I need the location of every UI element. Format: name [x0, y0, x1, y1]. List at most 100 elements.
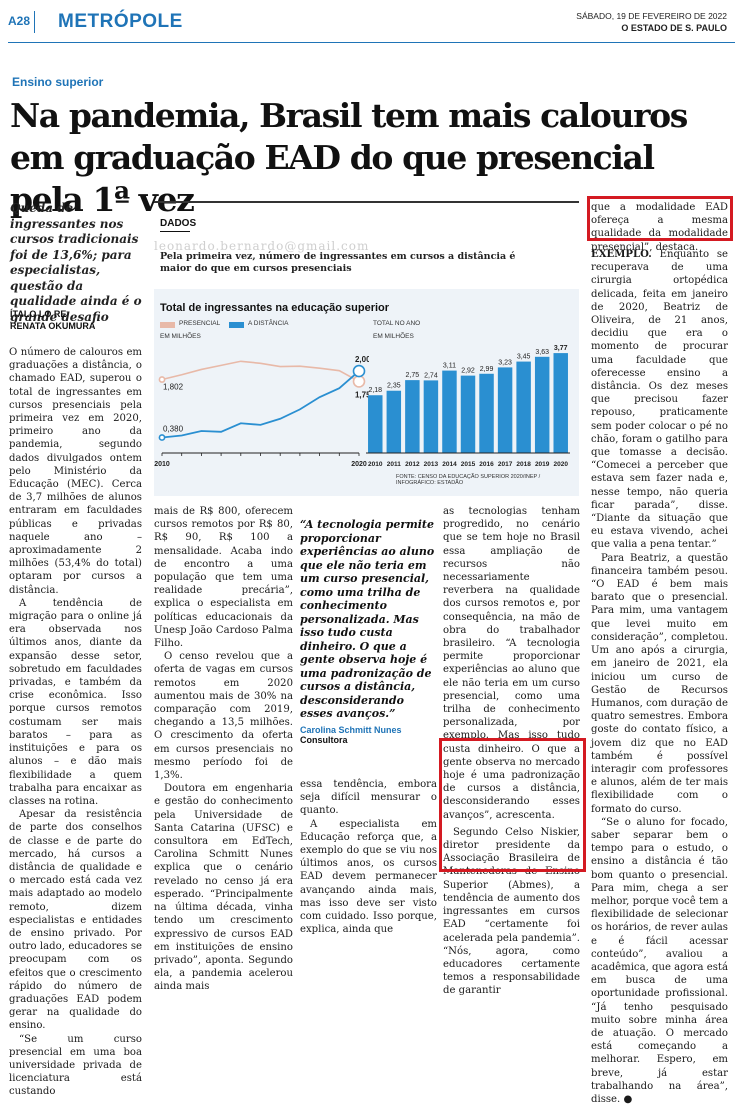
data-label: 1,802	[163, 383, 184, 392]
line-chart: 1,802 0,380 2,009 1,756 2010 2020	[154, 355, 369, 468]
paragraph: O número de calouros em graduações a dis…	[9, 347, 142, 596]
series-line	[161, 370, 360, 439]
highlight-box-niskier	[439, 738, 586, 872]
bar-value-label: 3,77	[554, 345, 568, 352]
paragraph: “Se um curso presencial em uma boa unive…	[9, 1033, 142, 1098]
paragraph: A tendência de migração para o online já…	[9, 597, 142, 807]
watermark: leonardo.bernardo@gmail.com	[154, 239, 370, 253]
x-tick-label: 2015	[461, 461, 476, 468]
bar	[442, 370, 457, 453]
subhead-exemplo: EXEMPLO.	[591, 249, 652, 260]
x-tick-label: 2016	[479, 461, 494, 468]
bar-value-label: 3,45	[517, 354, 531, 361]
x-tick-label: 2020	[351, 461, 367, 468]
bar	[386, 390, 402, 453]
data-point	[352, 364, 366, 378]
bar	[368, 395, 383, 453]
total-label: TOTAL NO ANO	[373, 320, 421, 327]
bar-value-label: 3,63	[535, 349, 549, 356]
legend-presencial-label: PRESENCIAL	[179, 320, 221, 327]
header-paper: O ESTADO DE S. PAULO	[621, 23, 727, 33]
bar-value-label: 2,18	[368, 387, 382, 394]
x-tick-label: 2019	[535, 461, 550, 468]
series-line	[161, 360, 360, 383]
page-header: A28 METRÓPOLE SÁBADO, 19 DE FEVEREIRO DE…	[8, 8, 735, 42]
paragraph: Doutora em engenharia e gestão do conhec…	[154, 783, 293, 993]
header-date: SÁBADO, 19 DE FEVEREIRO DE 2022	[576, 11, 727, 21]
article-column-2: mais de R$ 800, oferecem cursos remotos …	[154, 505, 293, 994]
infographic-source: FONTE: CENSO DA EDUCAÇÃO SUPERIOR 2020/I…	[396, 474, 541, 486]
section-name: METRÓPOLE	[58, 11, 183, 32]
x-tick-label: 2018	[516, 461, 531, 468]
x-tick-label: 2010	[154, 461, 170, 468]
paragraph: que a modalidade EAD ofereça a mesma qua…	[591, 202, 728, 253]
data-label: 1,756	[355, 390, 369, 399]
infographic: DADOS leonardo.bernardo@gmail.com Pela p…	[154, 201, 579, 496]
page-number: A28	[8, 14, 31, 28]
data-label: 0,380	[163, 425, 184, 434]
quote-text: “A tecnologia permite proporcionar exper…	[300, 518, 435, 720]
quote-author: Carolina Schmitt Nunes	[300, 724, 402, 735]
data-point	[158, 376, 166, 383]
bar	[460, 375, 476, 453]
bar	[405, 380, 420, 453]
paragraph-text: “Se o aluno for focado, saber separar be…	[591, 816, 728, 1105]
bar	[423, 380, 439, 453]
paragraph: “Se o aluno for focado, saber separar be…	[591, 816, 728, 1106]
bar	[534, 356, 550, 453]
bar	[553, 353, 568, 453]
paragraph: O censo revelou que a oferta de vagas em…	[154, 651, 293, 782]
kicker: Ensino superior	[12, 75, 104, 89]
paragraph: mais de R$ 800, oferecem cursos remotos …	[154, 506, 293, 650]
author-2: RENATA OKUMURA	[10, 321, 96, 331]
bar-chart: 2,18 2010 2,35 2011 2,75 2012 2,74 2013 3,11 2014…	[366, 345, 570, 468]
data-point	[352, 375, 366, 388]
legend-presencial-swatch	[160, 322, 175, 328]
bar-value-label: 2,75	[406, 372, 420, 379]
x-tick-label: 2013	[424, 461, 439, 468]
x-tick-label: 2017	[498, 461, 513, 468]
header-rule	[8, 42, 735, 43]
bar-value-label: 2,35	[387, 383, 401, 390]
article-column-5-top: que a modalidade EAD ofereça a mesma qua…	[591, 201, 728, 254]
highlight-box-quality	[587, 196, 733, 241]
x-tick-label: 2020	[553, 461, 568, 468]
article-column-1: O número de calouros em graduações a dis…	[9, 346, 142, 1099]
bar-value-label: 3,23	[498, 359, 512, 366]
legend-distancia-label: A DISTÂNCIA	[248, 320, 289, 327]
bar	[479, 373, 494, 453]
data-label: 2,009	[355, 355, 369, 364]
infographic-top-rule	[154, 201, 579, 203]
bar-value-label: 2,99	[480, 366, 494, 373]
article-column-3: essa tendência, embora seja difícil mens…	[300, 778, 437, 936]
headline: Na pandemia, Brasil tem mais calouros em…	[10, 96, 688, 219]
chart-title: Total de ingressantes na educação superi…	[160, 302, 390, 314]
x-tick-label: 2012	[405, 461, 420, 468]
bar-value-label: 2,92	[461, 368, 475, 375]
paragraph: essa tendência, embora seja difícil mens…	[300, 779, 437, 817]
paragraph-text: Para Beatriz, a questão financeira també…	[591, 552, 728, 815]
paragraph: Para Beatriz, a questão financeira també…	[591, 552, 728, 816]
x-tick-label: 2010	[368, 461, 383, 468]
pull-quote: “A tecnologia permite proporcionar exper…	[300, 518, 437, 745]
article-column-5: EXEMPLO. Enquanto se recuperava de uma c…	[591, 248, 728, 1106]
infographic-tag-rule	[160, 231, 190, 232]
bar-value-label: 2,74	[424, 372, 438, 379]
paragraph-text: Enquanto se recuperava de uma cirurgia o…	[591, 249, 728, 551]
byline: ÍTALO LO RE RENATA OKUMURA	[10, 308, 95, 332]
paragraph: A especialista em Educação reforça que, …	[300, 818, 437, 936]
bar	[516, 361, 531, 453]
paragraph: as tecnologias tenham progredido, no cen…	[443, 506, 580, 821]
legend-distancia-swatch	[229, 322, 244, 328]
bar	[497, 367, 513, 453]
author-1: ÍTALO LO RE	[10, 309, 67, 319]
infographic-tag: DADOS	[160, 218, 197, 229]
deck: Queda de ingressantes nos cursos tradici…	[10, 201, 142, 324]
x-tick-label: 2014	[442, 461, 457, 468]
paragraph: Apesar da resistência de parte dos conse…	[9, 809, 142, 1032]
header-divider	[34, 11, 35, 33]
infographic-intro: Pela primeira vez, número de ingressante…	[160, 251, 516, 274]
unit-right: EM MILHÕES	[373, 333, 414, 340]
paragraph: EXEMPLO. Enquanto se recuperava de uma c…	[591, 248, 728, 552]
bar-value-label: 3,11	[443, 363, 456, 370]
